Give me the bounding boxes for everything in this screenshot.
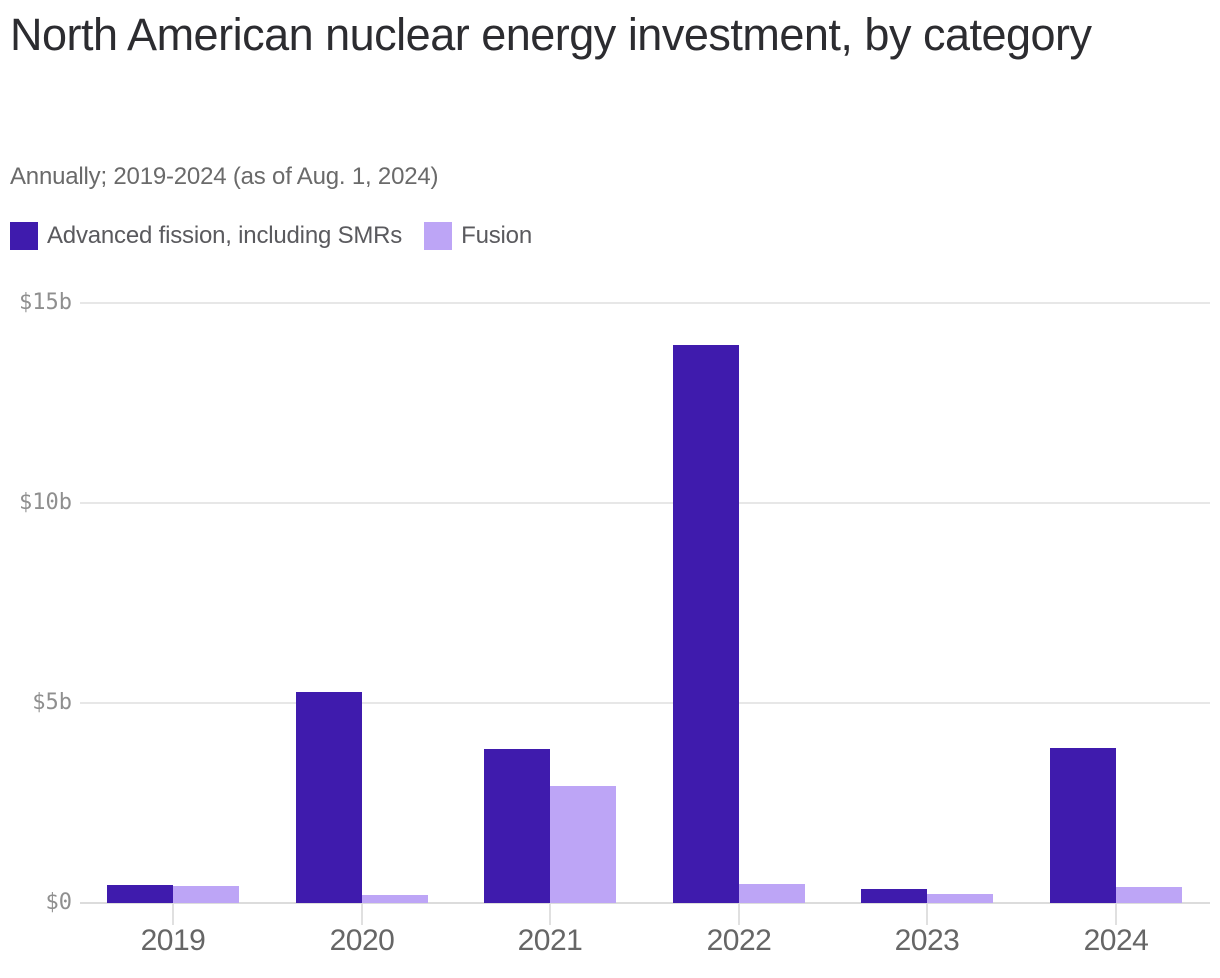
legend-swatch [424,222,453,250]
x-axis-tick [172,904,174,925]
x-axis-tick [1115,904,1117,925]
legend-item-fission: Advanced fission, including SMRs [10,222,402,250]
bar-fusion-2022 [739,884,805,903]
legend-item-fusion: Fusion [424,222,532,250]
y-axis-label: $10b [19,490,72,515]
bar-fusion-2019 [173,886,239,903]
y-axis-label: $15b [19,290,72,315]
x-axis-label-2023: 2023 [894,924,960,957]
x-axis-baseline [80,902,1210,904]
x-axis-tick [549,904,551,925]
bar-fission-2021 [484,749,550,903]
x-axis-label-2020: 2020 [329,924,395,957]
bar-fusion-2020 [362,895,428,903]
gridline [80,702,1210,704]
bar-fusion-2023 [927,894,993,903]
bar-fission-2023 [861,889,927,903]
chart-title: North American nuclear energy investment… [10,9,1092,60]
x-axis-tick [738,904,740,925]
legend: Advanced fission, including SMRs Fusion [10,222,532,250]
x-axis-tick [361,904,363,925]
legend-swatch [10,222,38,250]
chart-subtitle: Annually; 2019-2024 (as of Aug. 1, 2024) [10,163,439,190]
gridline [80,302,1210,304]
x-axis-label-2022: 2022 [706,924,772,957]
legend-label: Fusion [461,222,532,249]
x-axis-tick [926,904,928,925]
bar-fusion-2024 [1116,887,1182,903]
x-axis-label-2024: 2024 [1083,924,1149,957]
bar-fission-2020 [296,692,362,903]
bar-fission-2024 [1050,748,1116,903]
bar-fusion-2021 [550,786,616,903]
gridline [80,502,1210,504]
bar-fission-2019 [107,885,173,903]
legend-label: Advanced fission, including SMRs [47,222,403,249]
x-axis-label-2019: 2019 [140,924,206,957]
x-axis-label-2021: 2021 [517,924,583,957]
bar-fission-2022 [673,345,739,903]
y-axis-label: $0 [45,890,73,915]
y-axis-label: $5b [32,690,72,715]
